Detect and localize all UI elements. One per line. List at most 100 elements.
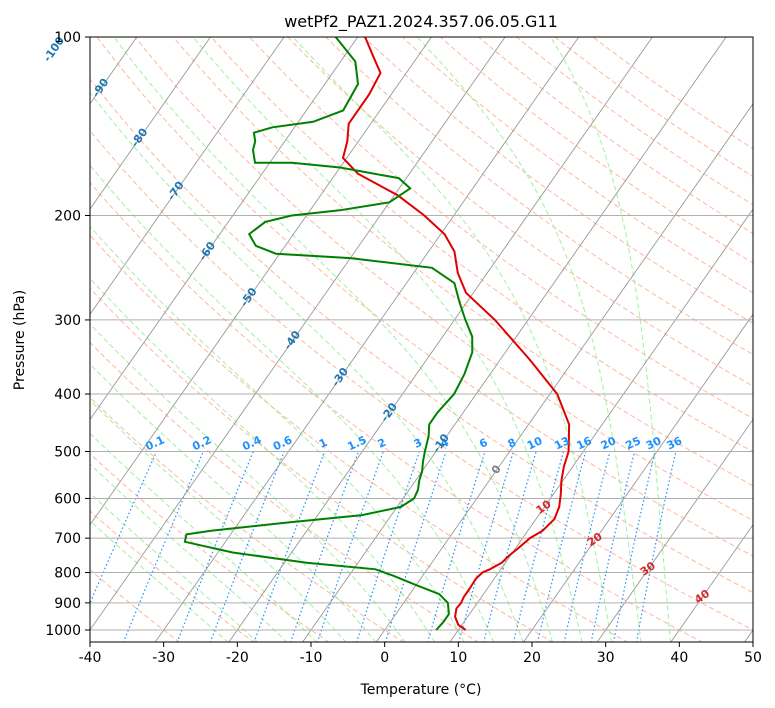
dry-adiabat-line xyxy=(363,37,753,324)
isotherm-label: 20 xyxy=(585,530,605,550)
mixing-ratio-line xyxy=(427,451,486,642)
y-tick-label: 900 xyxy=(54,596,81,612)
dry-adiabat-line xyxy=(90,287,554,642)
dry-adiabat-line xyxy=(439,37,753,264)
dry-adiabat-line xyxy=(90,396,405,642)
moist-adiabat-line xyxy=(113,37,554,642)
isotherm-line xyxy=(744,629,753,642)
dry-adiabat-line xyxy=(90,234,629,642)
isotherm-line xyxy=(90,37,285,316)
mixing-ratio-line xyxy=(458,451,515,642)
mixing-ratio-label: 20 xyxy=(599,434,619,452)
isotherm-line xyxy=(0,37,63,643)
dry-adiabat-line xyxy=(134,37,753,521)
dewpoint-line xyxy=(183,37,474,631)
mixing-ratio-line xyxy=(289,451,360,642)
isotherm-line xyxy=(670,523,753,642)
mixing-ratio-line xyxy=(176,451,254,642)
y-tick-label: 400 xyxy=(54,387,81,403)
mixing-ratio-line xyxy=(122,451,204,642)
moist-adiabat-line xyxy=(292,37,613,642)
mixing-ratio-label: 10 xyxy=(525,434,545,452)
isotherm-label: 0 xyxy=(489,462,504,476)
mixing-ratio-label: 30 xyxy=(644,434,664,452)
temperature-line xyxy=(341,37,571,631)
mixing-ratio-label: 0.2 xyxy=(190,433,213,453)
dry-adiabat-line xyxy=(90,129,753,631)
x-tick-label: -10 xyxy=(300,650,323,666)
dry-adiabat-line xyxy=(90,78,753,594)
dry-adiabat-line xyxy=(325,37,753,355)
isotherm-line xyxy=(90,37,506,631)
isotherm-label: 30 xyxy=(638,559,658,579)
x-tick-label: 10 xyxy=(449,650,467,666)
mixing-ratio-label: 25 xyxy=(623,434,642,452)
isotherm-line xyxy=(90,37,211,210)
moist-adiabat-line xyxy=(90,277,436,642)
dry-adiabat-line xyxy=(90,453,330,642)
mixing-ratio-line xyxy=(253,451,326,642)
dry-adiabat-line xyxy=(90,569,181,642)
moist-adiabat-line xyxy=(90,399,347,642)
mixing-ratio-line xyxy=(537,451,587,642)
dry-adiabat-line xyxy=(210,37,753,453)
dry-adiabat-line xyxy=(90,341,479,642)
mixing-ratio-line xyxy=(512,451,565,642)
y-axis-label: Pressure (hPa) xyxy=(12,290,28,390)
mixing-ratio-line xyxy=(90,451,158,605)
isotherm-line xyxy=(90,37,359,421)
mixing-ratio-label: 36 xyxy=(665,434,685,452)
moist-adiabat-line xyxy=(90,225,465,642)
mixing-ratio-label: 0.4 xyxy=(240,433,263,453)
axis-ticks: -40 -30 -20 -10 0 10 20 30 40 5010020030040050060… xyxy=(45,30,762,666)
moist-adiabat-line xyxy=(90,323,406,642)
x-tick-label: 40 xyxy=(670,650,688,666)
x-tick-label: -30 xyxy=(152,650,175,666)
isotherm-label: -90 xyxy=(89,76,111,100)
mixing-ratio-label: 1.5 xyxy=(345,433,368,453)
chart-title: wetPf2_PAZ1.2024.357.06.05.G11 xyxy=(284,12,558,32)
moist-adiabat-line xyxy=(192,37,583,642)
mixing-ratio-line xyxy=(316,451,384,642)
background-lines xyxy=(0,37,753,643)
x-tick-label: 0 xyxy=(380,650,389,666)
x-tick-label: 20 xyxy=(523,650,541,666)
isotherm-line xyxy=(228,37,653,642)
y-tick-label: 600 xyxy=(54,491,81,507)
moist-adiabat-line xyxy=(416,37,642,642)
mixing-ratio-label: 0.6 xyxy=(271,433,294,453)
dry-adiabat-line xyxy=(96,37,753,557)
plot-frame xyxy=(89,36,754,643)
mixing-ratio-label: 1 xyxy=(317,436,329,451)
x-axis-label: Temperature (°C) xyxy=(360,682,482,698)
mixing-ratio-label: 13 xyxy=(552,434,571,452)
isotherm-label: -30 xyxy=(329,365,351,389)
moist-adiabat-line xyxy=(90,520,229,642)
x-tick-label: -40 xyxy=(79,650,102,666)
isotherm-line xyxy=(596,418,753,642)
isotherm-line xyxy=(90,37,432,526)
dry-adiabat-line xyxy=(477,37,753,235)
moist-adiabat-line xyxy=(90,91,524,642)
y-tick-label: 200 xyxy=(54,209,81,225)
mixing-ratio-line xyxy=(356,451,421,642)
moist-adiabat-line xyxy=(90,363,377,642)
dry-adiabat-line xyxy=(287,37,753,387)
y-tick-label: 500 xyxy=(54,444,81,460)
y-tick-label: 300 xyxy=(54,313,81,329)
moist-adiabat-line xyxy=(90,463,288,642)
isotherm-label: -20 xyxy=(378,400,400,424)
isotherm-line xyxy=(375,103,753,642)
isotherm-line xyxy=(154,37,580,642)
isotherm-line xyxy=(302,37,727,642)
isotherm-label: -60 xyxy=(196,239,218,263)
isotherm-line xyxy=(449,208,753,642)
mixing-ratio-label: 16 xyxy=(574,434,594,452)
dry-adiabat-line xyxy=(172,37,753,487)
x-tick-label: -20 xyxy=(226,650,249,666)
mixing-ratio-line xyxy=(590,451,636,642)
mixing-ratio-line xyxy=(209,451,285,642)
moist-adiabat-line xyxy=(90,164,495,642)
mixing-ratio-line xyxy=(563,451,611,642)
y-tick-label: 700 xyxy=(54,531,81,547)
